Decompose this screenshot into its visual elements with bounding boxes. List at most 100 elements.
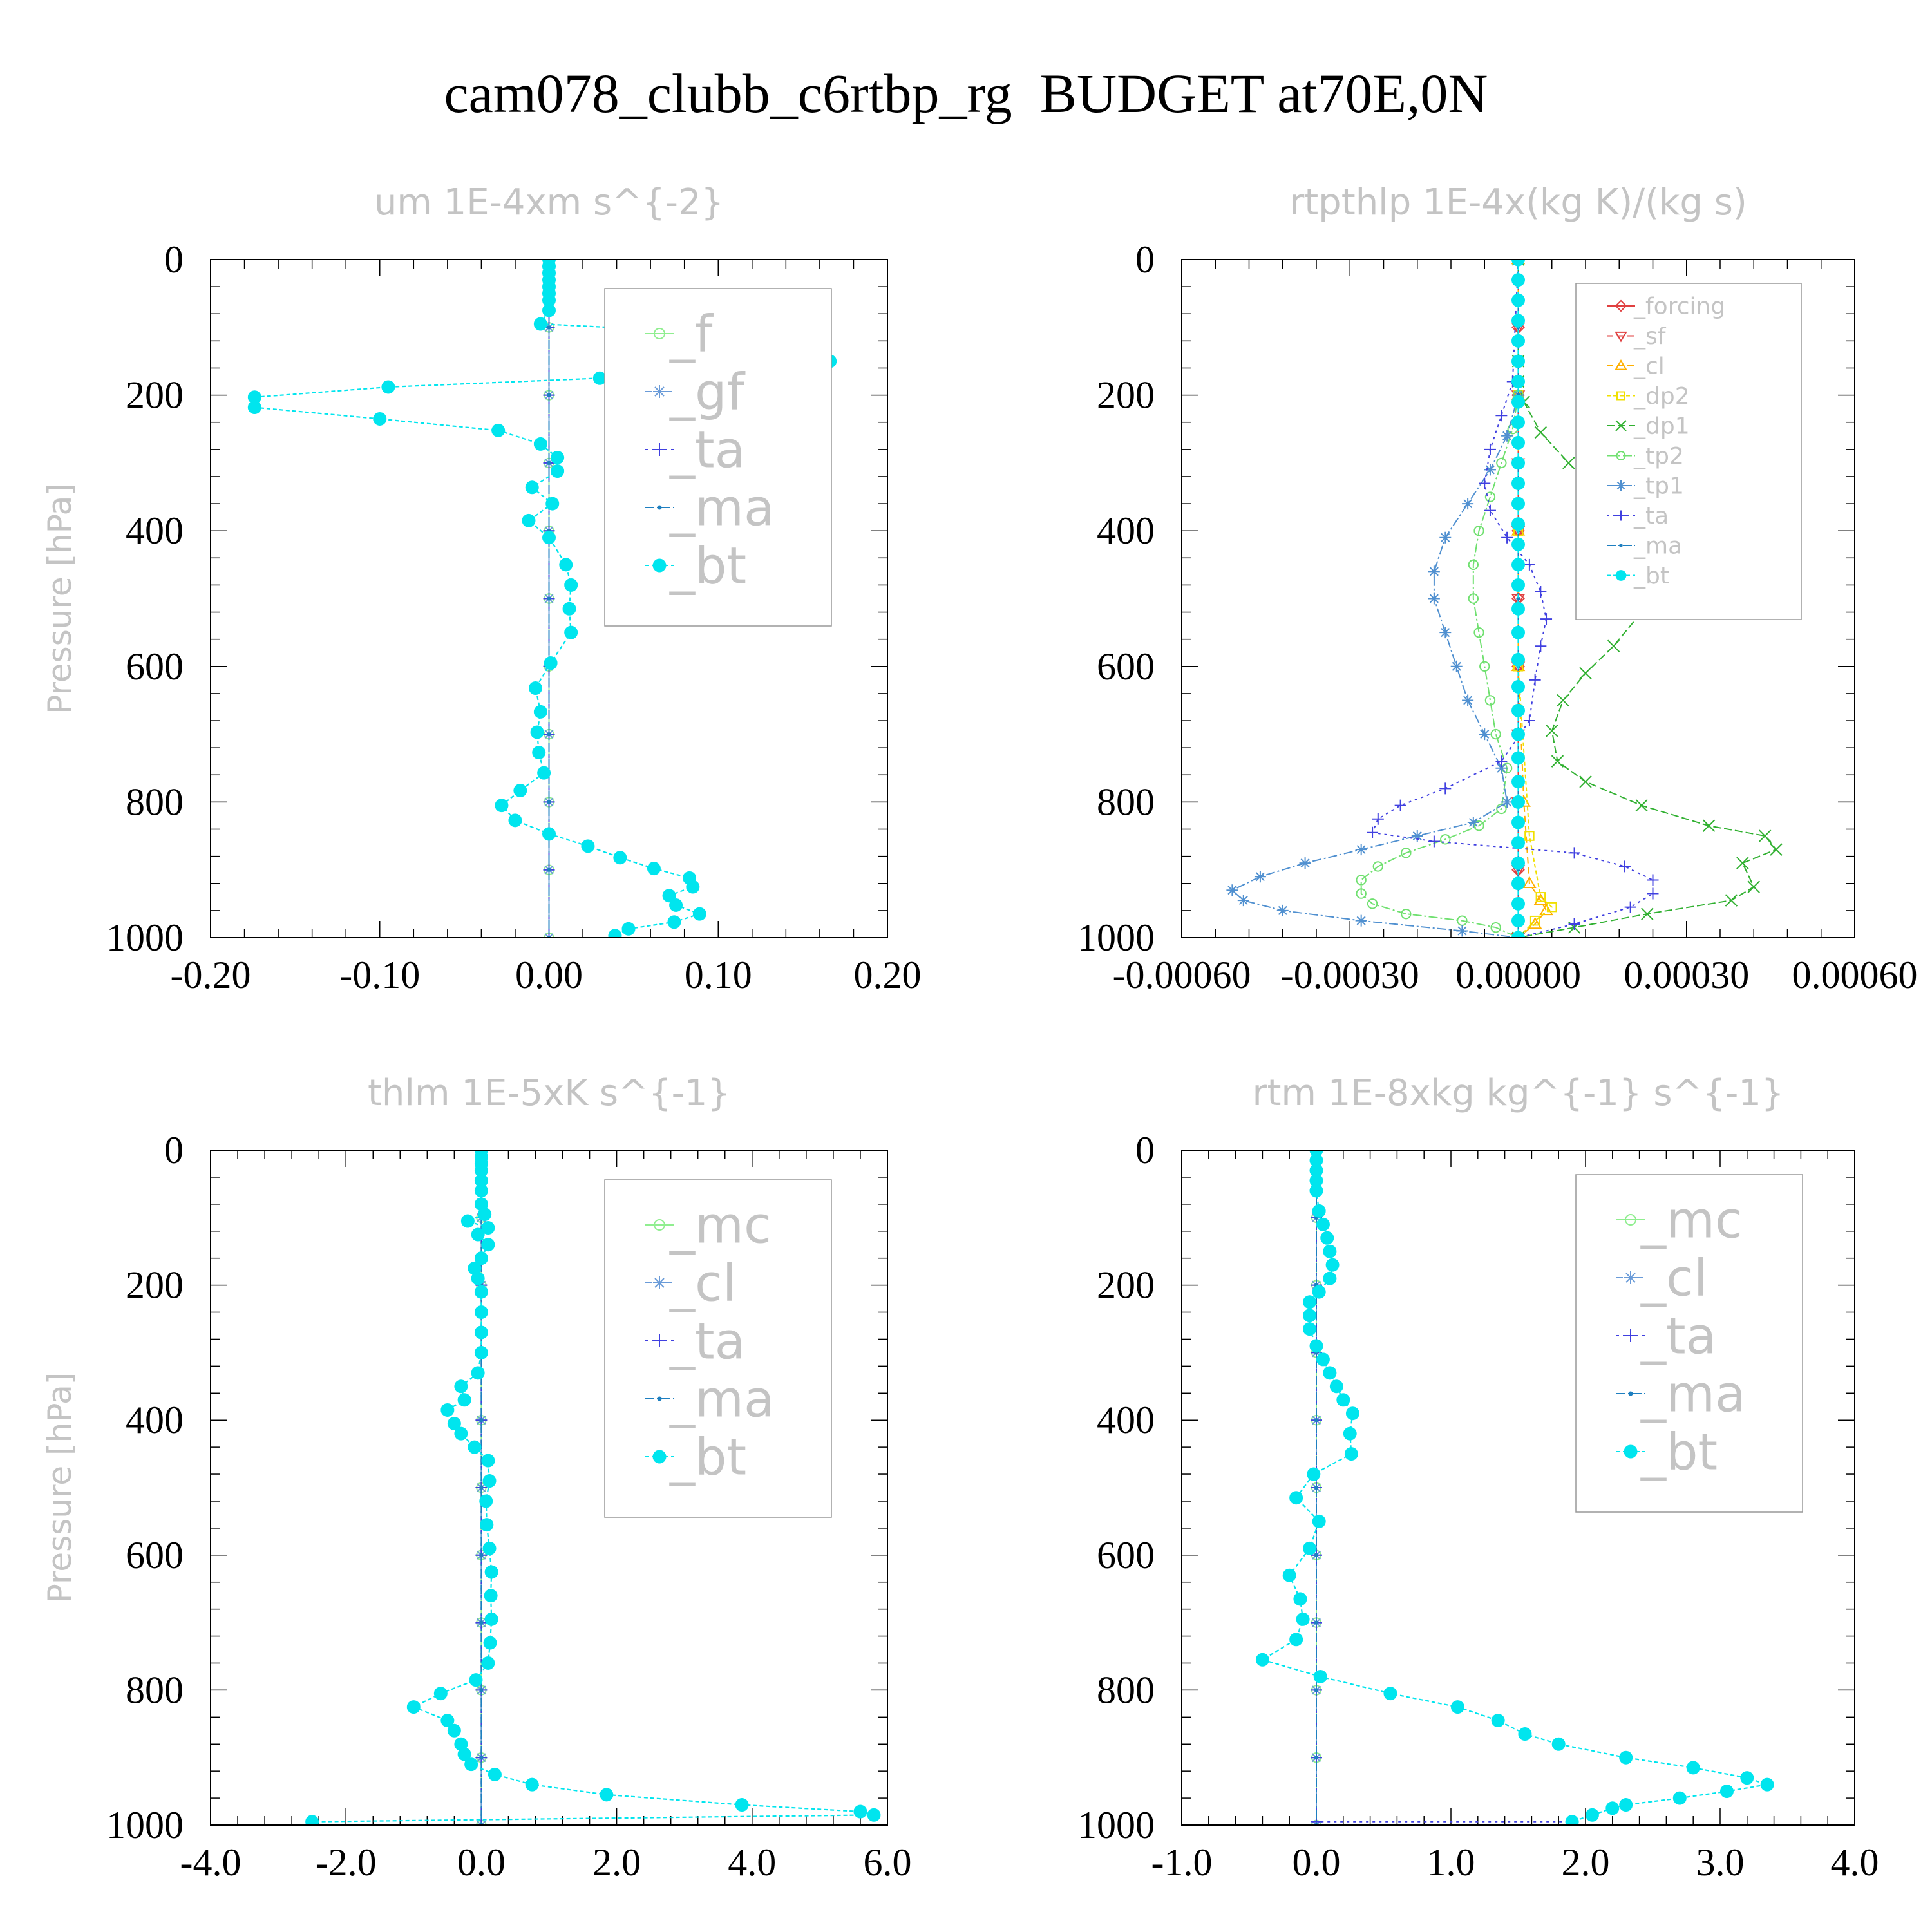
point-bt [1672, 1791, 1687, 1805]
y-tick-label: 200 [1097, 374, 1155, 417]
point-dp1 [1702, 819, 1716, 832]
y-tick-label: 1000 [1077, 1804, 1155, 1846]
legend-label-ta: _ta [1640, 1307, 1716, 1365]
point-dp1 [1758, 829, 1772, 842]
point-tp1 [1479, 728, 1491, 741]
point-ma [1314, 1553, 1319, 1557]
point-bt [1303, 1295, 1317, 1309]
y-tick-label: 600 [1097, 1534, 1155, 1577]
legend-label-tp1: _tp1 [1633, 473, 1684, 500]
point-tp2 [1356, 888, 1367, 899]
legend-box [1575, 1174, 1803, 1513]
point-bt [1511, 314, 1525, 328]
point-dp1 [1557, 694, 1569, 707]
point-tp1 [1355, 844, 1367, 856]
point-ta [1618, 860, 1631, 873]
point-bt [471, 1227, 485, 1242]
legend-label-ma: _ma [1633, 533, 1682, 560]
point-bt [1511, 354, 1525, 368]
x-tick-label: 4.0 [1831, 1841, 1879, 1884]
point-bt [491, 423, 506, 437]
point-bt [1312, 1514, 1326, 1528]
point-bt [1605, 1801, 1620, 1815]
point-bt [1307, 1467, 1321, 1481]
point-bt [471, 1366, 485, 1380]
point-ma [547, 460, 551, 466]
legend-marker-ta [653, 1334, 666, 1347]
point-bt [522, 513, 536, 527]
legend-label-bt: _bt [669, 1428, 746, 1486]
y-axis-label: Pressure [hPa] [41, 483, 79, 714]
x-tick-label: 3.0 [1696, 1841, 1745, 1884]
point-ta [1568, 918, 1580, 930]
y-tick-label: 800 [126, 1669, 184, 1711]
panel-title: thlm 1E-5xK s^{-1} [368, 1072, 730, 1114]
y-tick-label: 800 [126, 781, 184, 823]
point-bt [464, 1757, 478, 1772]
point-cl [1522, 876, 1537, 889]
point-bt [1309, 1173, 1323, 1188]
point-tp1 [1462, 694, 1474, 706]
figure-title: cam078_clubb_c6rtbp_rg BUDGET at70E,0N [444, 62, 1488, 124]
y-tick-label: 0 [1135, 238, 1155, 281]
point-tp1 [1254, 871, 1266, 883]
y-tick-label: 200 [1097, 1264, 1155, 1307]
legend-label-bt: _bt [1633, 563, 1669, 589]
point-ta [1624, 901, 1636, 913]
point-tp1 [1226, 884, 1238, 896]
point-bt [735, 1798, 749, 1812]
point-bt [481, 1221, 495, 1235]
y-tick-label: 400 [126, 509, 184, 552]
legend-marker-ta [1624, 1329, 1637, 1342]
legend-label-mc: _mc [669, 1197, 772, 1255]
point-dp1 [1725, 894, 1738, 907]
series-line-dp1 [1517, 260, 1777, 938]
point-tp2 [1484, 695, 1496, 706]
point-bt [305, 1815, 319, 1825]
point-ta [1367, 826, 1379, 838]
legend-box [604, 288, 832, 627]
point-bt [1303, 1541, 1317, 1555]
point-ta [1647, 887, 1659, 900]
point-bt [440, 1403, 455, 1417]
point-ta [1523, 558, 1535, 571]
point-cl [1533, 893, 1548, 905]
point-bt [1518, 1727, 1532, 1741]
point-bt [484, 1565, 498, 1579]
point-tp1 [1456, 925, 1468, 937]
x-tick-label: 0.10 [685, 954, 752, 996]
point-bt [1309, 1339, 1323, 1353]
point-ma [479, 1688, 484, 1692]
point-bt [1289, 1491, 1303, 1505]
point-bt [478, 1208, 492, 1222]
x-tick-label: -0.10 [339, 954, 420, 996]
point-bt [525, 480, 539, 495]
point-bt [1511, 260, 1525, 267]
y-tick-label: 600 [1097, 645, 1155, 688]
point-tp2 [1440, 834, 1451, 845]
point-bt [1316, 1352, 1330, 1367]
point-bt [853, 1804, 867, 1819]
legend-label-bt: _bt [1640, 1423, 1718, 1481]
point-tp1 [1501, 430, 1513, 442]
point-ta [1535, 585, 1547, 598]
x-tick-label: 0.0 [1293, 1841, 1341, 1884]
point-bt [1312, 1285, 1326, 1299]
point-bt [1336, 1393, 1350, 1407]
point-bt [867, 1808, 881, 1822]
legend-label-ma: _ma [1640, 1365, 1746, 1423]
point-bt [513, 783, 527, 797]
point-tp1 [1501, 796, 1513, 808]
legend-marker-ta [1616, 510, 1626, 521]
point-ma [1314, 1620, 1319, 1625]
legend-marker-gf [653, 385, 666, 398]
x-tick-label: 0.00000 [1455, 954, 1581, 996]
legend-marker-bt [652, 558, 667, 573]
point-bt [1511, 836, 1525, 850]
point-bt [533, 437, 547, 451]
point-bt [474, 1345, 488, 1359]
point-tp1 [1411, 830, 1423, 842]
point-ta [1484, 443, 1496, 455]
point-tp2 [1356, 875, 1367, 886]
point-bt [1511, 727, 1525, 741]
